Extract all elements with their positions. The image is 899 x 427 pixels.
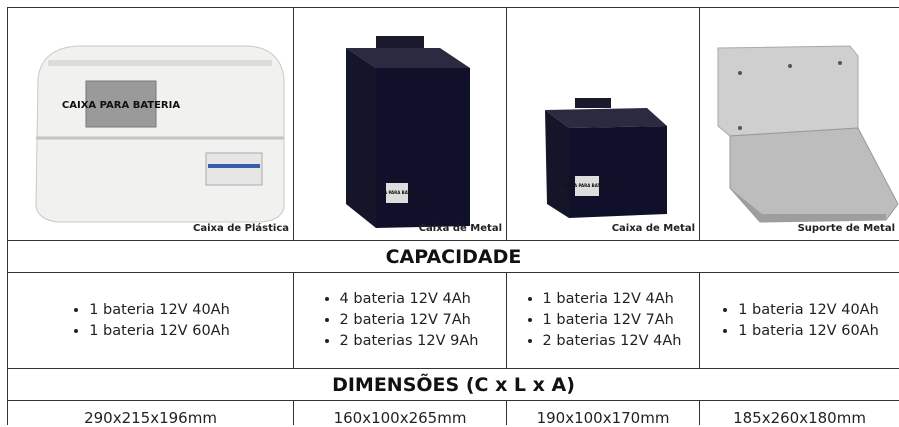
capacity-item: 2 baterias 12V 4Ah	[543, 331, 682, 352]
dimensions-cell: 190x100x170mm	[506, 400, 699, 427]
capacity-header: CAPACIDADE	[7, 240, 899, 272]
product-caption: Suporte de Metal	[797, 223, 895, 234]
product-cell: CAIXA PARA BATERIA Caixa de Metal	[506, 7, 699, 240]
box-label: CAIXA PARA BATERIA	[62, 100, 180, 111]
capacity-item: 1 bateria 12V 60Ah	[738, 321, 879, 342]
plastic-box-image: CAIXA PARA BATERIA	[35, 45, 285, 223]
dimensions-cell: 290x215x196mm	[7, 400, 293, 427]
capacity-item: 1 bateria 12V 60Ah	[89, 321, 230, 342]
capacity-item: 1 bateria 12V 40Ah	[738, 300, 879, 321]
product-caption: Caixa de Metal	[418, 223, 502, 234]
bracket-image	[717, 45, 899, 223]
capacity-cell: 1 bateria 12V 40Ah1 bateria 12V 60Ah	[699, 272, 899, 368]
dimensions-cell: 160x100x265mm	[293, 400, 506, 427]
product-cell: CAIXA PARA BATERIA Caixa de Plástica	[7, 7, 293, 240]
dimensions-cell: 185x260x180mm	[699, 400, 899, 427]
capacity-item: 2 baterias 12V 9Ah	[340, 331, 479, 352]
product-cell: CAIXA PARA BATERIA Caixa de Metal	[293, 7, 506, 240]
metal-box-image: CAIXA PARA BATERIA	[545, 98, 667, 218]
capacity-cell: 1 bateria 12V 40Ah1 bateria 12V 60Ah	[7, 272, 293, 368]
box-label: CAIXA PARA BATERIA	[563, 183, 611, 188]
capacity-list: 1 bateria 12V 40Ah1 bateria 12V 60Ah	[71, 300, 230, 342]
dimensions-header: DIMENSÕES (C x L x A)	[7, 368, 899, 400]
product-caption: Caixa de Metal	[611, 223, 695, 234]
capacity-item: 2 bateria 12V 7Ah	[340, 310, 479, 331]
capacity-list: 4 bateria 12V 4Ah2 bateria 12V 7Ah2 bate…	[322, 289, 479, 352]
box-label: CAIXA PARA BATERIA	[373, 190, 421, 195]
capacity-cell: 1 bateria 12V 4Ah1 bateria 12V 7Ah2 bate…	[506, 272, 699, 368]
product-caption: Caixa de Plástica	[193, 223, 289, 234]
capacity-list: 1 bateria 12V 4Ah1 bateria 12V 7Ah2 bate…	[525, 289, 682, 352]
product-cell: Suporte de Metal	[699, 7, 899, 240]
capacity-cell: 4 bateria 12V 4Ah2 bateria 12V 7Ah2 bate…	[293, 272, 506, 368]
capacity-item: 1 bateria 12V 7Ah	[543, 310, 682, 331]
metal-box-image: CAIXA PARA BATERIA	[346, 36, 470, 228]
capacity-item: 4 bateria 12V 4Ah	[340, 289, 479, 310]
capacity-item: 1 bateria 12V 4Ah	[543, 289, 682, 310]
capacity-list: 1 bateria 12V 40Ah1 bateria 12V 60Ah	[720, 300, 879, 342]
capacity-item: 1 bateria 12V 40Ah	[89, 300, 230, 321]
